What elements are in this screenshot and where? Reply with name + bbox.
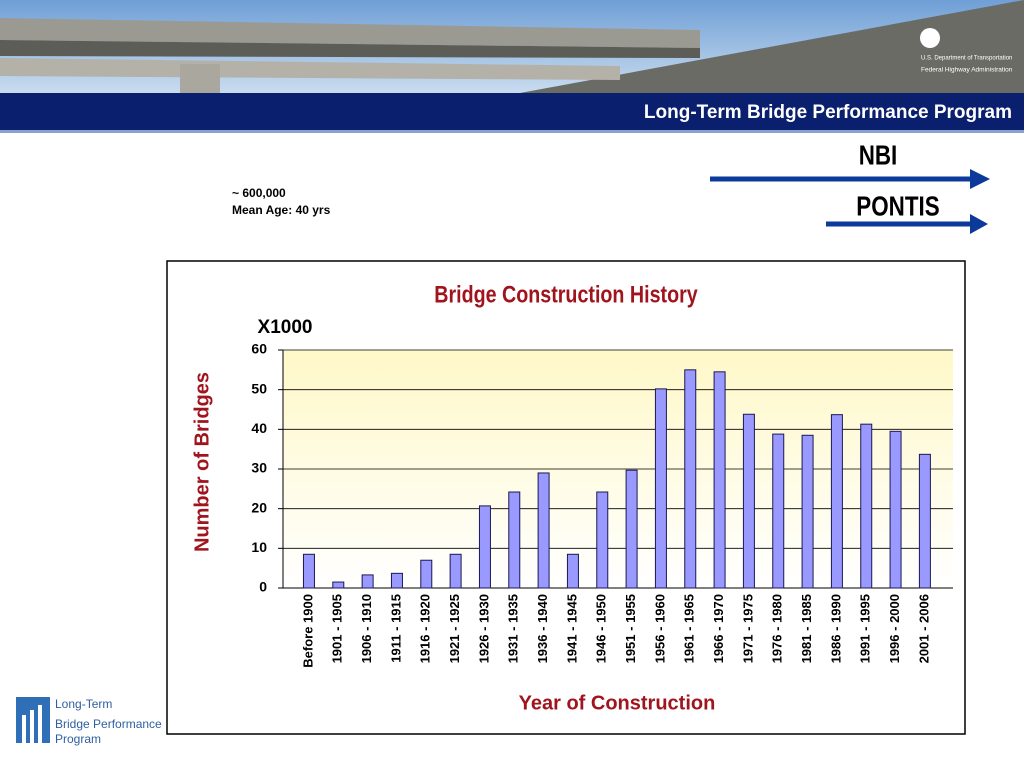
note-line: Mean Age: 40 yrs: [232, 203, 331, 217]
title-bar: [0, 93, 1024, 130]
note-line: ~ 600,000: [232, 186, 286, 200]
bar: [860, 423, 873, 589]
x-tick-label: 1911 - 1915: [388, 594, 403, 663]
x-tick-label: 1951 - 1955: [623, 594, 638, 663]
bar: [772, 433, 785, 589]
bridge-deck: [0, 18, 700, 48]
bar: [332, 581, 345, 589]
x-tick-label: 1926 - 1930: [476, 594, 491, 663]
bar: [449, 553, 462, 589]
arrow-label: PONTIS: [856, 191, 939, 222]
bar: [684, 369, 697, 589]
bridge-ramp: [520, 0, 1024, 93]
y-tick-label: 20: [251, 499, 267, 515]
bridge-deck-shadow: [0, 40, 700, 58]
bar: [889, 430, 902, 589]
arrow-head: [970, 214, 988, 234]
bar: [390, 572, 403, 589]
x-tick-label: 1981 - 1985: [799, 594, 814, 663]
logo-text: Long-Term: [55, 697, 112, 711]
logo-text: Program: [55, 732, 101, 746]
x-axis-title: Year of Construction: [519, 692, 716, 714]
x-tick-label: 1996 - 2000: [887, 594, 902, 663]
y-tick-label: 10: [251, 539, 267, 555]
bridge-lower: [0, 58, 620, 80]
x-tick-label: 1921 - 1925: [447, 594, 462, 663]
x-tick-label: 1941 - 1945: [564, 594, 579, 663]
pier: [180, 64, 220, 93]
bar: [302, 553, 315, 589]
bar: [830, 414, 843, 589]
y-tick-label: 0: [259, 579, 267, 595]
x-tick-label: 1946 - 1950: [594, 594, 609, 663]
bar: [625, 469, 638, 589]
x-tick-label: 1901 - 1905: [330, 594, 345, 663]
slide-title: Long-Term Bridge Performance Program: [644, 102, 1012, 123]
logo-mark: [22, 715, 26, 743]
logo-mark: [30, 710, 34, 743]
chart-title: Bridge Construction History: [434, 280, 698, 307]
bar: [361, 574, 374, 589]
bar: [420, 559, 433, 589]
bar: [918, 453, 931, 589]
logo-mark: [38, 705, 42, 743]
y-tick-label: 40: [251, 420, 267, 436]
x-tick-label: 2001 - 2006: [916, 594, 931, 663]
x-tick-label: 1906 - 1910: [359, 594, 374, 663]
y-tick-label: 60: [251, 341, 267, 357]
x-tick-label: 1971 - 1975: [740, 594, 755, 663]
ltbp-logo: Long-Term Bridge Performance Program: [16, 697, 162, 746]
bar: [596, 491, 609, 589]
x-tick-label: 1966 - 1970: [711, 594, 726, 663]
y-tick-label: 50: [251, 380, 267, 396]
x-tick-label: 1931 - 1935: [506, 594, 521, 663]
bar: [508, 491, 521, 589]
x-tick-label: 1961 - 1965: [682, 594, 697, 663]
arrow-label: NBI: [859, 140, 898, 171]
x-tick-label: Before 1900: [300, 594, 315, 668]
x-tick-label: 1991 - 1995: [858, 594, 873, 663]
x-tick-label: 1986 - 1990: [828, 594, 843, 663]
bar: [654, 388, 667, 589]
x-tick-label: 1976 - 1980: [770, 594, 785, 663]
agency-line: Federal Highway Administration: [921, 67, 1013, 74]
bar: [478, 505, 491, 589]
agency-line: U.S. Department of Transportation: [921, 56, 1012, 62]
unit-label: X1000: [258, 317, 313, 338]
x-tick-label: 1916 - 1920: [418, 594, 433, 663]
x-tick-label: 1936 - 1940: [535, 594, 550, 663]
bar: [742, 413, 755, 589]
dot-logo: [920, 28, 940, 48]
y-axis-title: Number of Bridges: [191, 372, 213, 552]
y-tick-label: 30: [251, 460, 267, 476]
logo-text: Bridge Performance: [55, 717, 162, 731]
x-tick-label: 1956 - 1960: [652, 594, 667, 663]
arrow-head: [970, 169, 990, 189]
bar: [713, 371, 726, 589]
bar: [537, 472, 550, 589]
bar: [801, 434, 814, 589]
title-bar-rule: [0, 130, 1024, 133]
bar: [566, 553, 579, 589]
